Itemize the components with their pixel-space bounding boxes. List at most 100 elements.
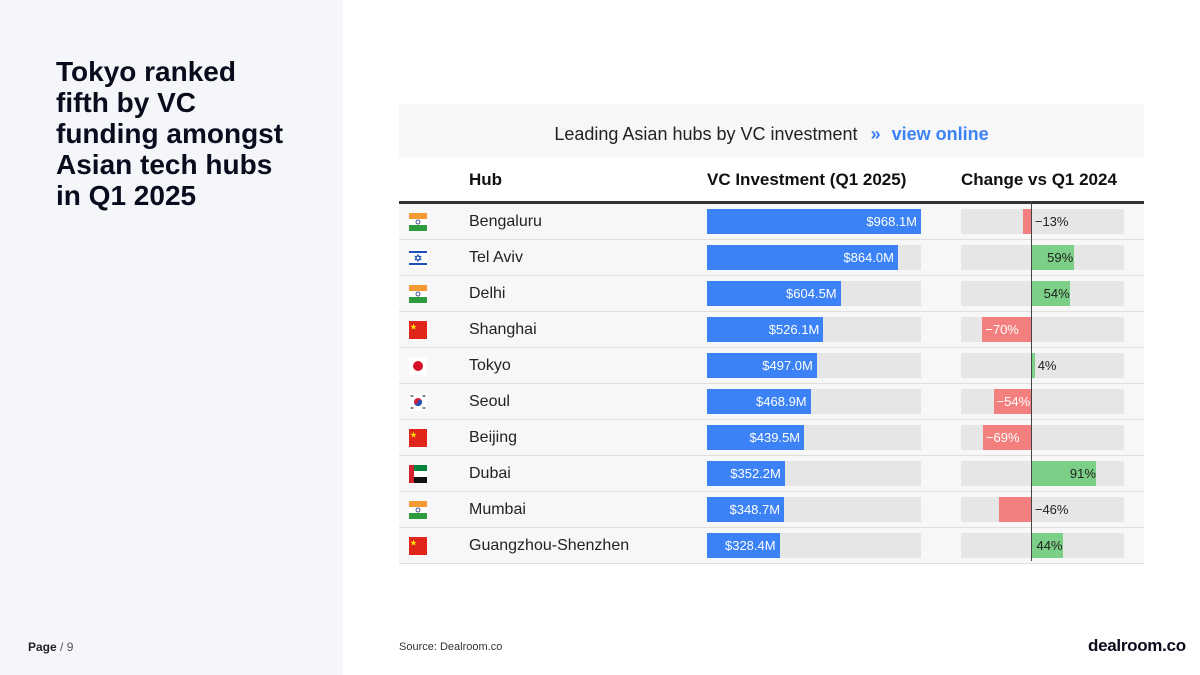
investment-bar: $468.9M: [707, 389, 811, 414]
change-track: −13%: [961, 209, 1124, 234]
dealroom-logo: dealroom.co: [1088, 636, 1186, 655]
table-row: Delhi $604.5M 54%: [399, 276, 1144, 312]
india-flag-icon: [409, 285, 427, 303]
chart-title-row: Leading Asian hubs by VC investment » vi…: [399, 124, 1144, 145]
table-header: Hub VC Investment (Q1 2025) Change vs Q1…: [399, 157, 1144, 204]
investment-label: $968.1M: [866, 214, 917, 229]
column-header-hub: Hub: [469, 170, 503, 189]
hub-name: Tel Aviv: [469, 249, 523, 266]
change-label: 91%: [1069, 466, 1096, 481]
table-row: Tel Aviv $864.0M 59%: [399, 240, 1144, 276]
china-flag-icon: [409, 321, 427, 339]
india-flag-icon: [409, 213, 427, 231]
table-row: Beijing $439.5M −69%: [399, 420, 1144, 456]
change-track: −70%: [961, 317, 1124, 342]
investment-bar: $348.7M: [707, 497, 785, 522]
investment-track: $348.7M: [707, 497, 921, 522]
source-note: Source: Dealroom.co: [399, 641, 503, 653]
table-row: Dubai $352.2M 91%: [399, 456, 1144, 492]
investment-track: $352.2M: [707, 461, 921, 486]
change-track: 91%: [961, 461, 1124, 486]
investment-track: $968.1M: [707, 209, 921, 234]
investment-track: $468.9M: [707, 389, 921, 414]
investment-track: $328.4M: [707, 533, 921, 558]
change-bar: [1031, 281, 1071, 306]
investment-label: $348.7M: [729, 502, 781, 517]
change-label: −70%: [985, 322, 1019, 337]
table-row: Mumbai $348.7M −46%: [399, 492, 1144, 528]
change-track: −54%: [961, 389, 1124, 414]
chart-title: Leading Asian hubs by VC investment: [554, 124, 858, 144]
israel-flag-icon: [409, 249, 427, 267]
change-label: −69%: [985, 430, 1020, 445]
chevron-icon: »: [870, 124, 881, 144]
change-label: 54%: [1043, 286, 1070, 301]
investment-track: $604.5M: [707, 281, 921, 306]
change-bar: [982, 317, 1032, 342]
investment-label: $526.1M: [768, 322, 820, 337]
investment-track: $526.1M: [707, 317, 921, 342]
hub-name: Mumbai: [469, 501, 526, 518]
change-bar: [1031, 533, 1064, 558]
investment-label: $604.5M: [786, 286, 837, 301]
change-label: 44%: [1036, 538, 1063, 553]
change-label: −13%: [1034, 214, 1069, 229]
japan-flag-icon: [409, 357, 427, 375]
investment-label: $468.9M: [756, 394, 807, 409]
chart-card: Leading Asian hubs by VC investment » vi…: [399, 104, 1144, 564]
south-korea-flag-icon: [409, 393, 427, 411]
column-header-investment: VC Investment (Q1 2025): [707, 170, 907, 189]
table-row: Bengaluru $968.1M −13%: [399, 204, 1144, 240]
page-headline: Tokyo ranked fifth by VC funding amongst…: [56, 56, 284, 211]
china-flag-icon: [409, 537, 427, 555]
change-track: 4%: [961, 353, 1124, 378]
change-track: 59%: [961, 245, 1124, 270]
change-track: 44%: [961, 533, 1124, 558]
investment-label: $328.4M: [724, 538, 776, 553]
investment-label: $352.2M: [730, 466, 781, 481]
table-row: Shanghai $526.1M −70%: [399, 312, 1144, 348]
hub-name: Beijing: [469, 429, 518, 446]
change-label: 59%: [1047, 250, 1074, 265]
investment-bar: $352.2M: [707, 461, 785, 486]
table-row: Tokyo $497.0M 4%: [399, 348, 1144, 384]
investment-bar: $968.1M: [707, 209, 921, 234]
change-label: 4%: [1037, 358, 1057, 373]
change-bar: [982, 425, 1032, 450]
change-track: −46%: [961, 497, 1124, 522]
change-bar: [1031, 461, 1097, 486]
page-separator: /: [60, 640, 64, 654]
change-zero-line: [1031, 201, 1032, 561]
left-panel: Tokyo ranked fifth by VC funding amongst…: [0, 0, 343, 675]
change-bar: [1022, 209, 1032, 234]
investment-label: $497.0M: [762, 358, 813, 373]
change-bar: [1031, 245, 1074, 270]
investment-bar: $864.0M: [707, 245, 898, 270]
investment-bar: $439.5M: [707, 425, 805, 450]
change-bar: [999, 497, 1032, 522]
hub-name: Bengaluru: [469, 213, 542, 230]
hub-name: Shanghai: [469, 321, 537, 338]
hub-name: Delhi: [469, 285, 506, 302]
page-number: Page / 9: [28, 640, 73, 654]
investment-track: $439.5M: [707, 425, 921, 450]
investment-track: $497.0M: [707, 353, 921, 378]
column-header-change: Change vs Q1 2024: [961, 170, 1117, 189]
hub-name: Dubai: [469, 465, 511, 482]
investment-bar: $526.1M: [707, 317, 824, 342]
investment-track: $864.0M: [707, 245, 921, 270]
table-row: Seoul $468.9M −54%: [399, 384, 1144, 420]
investment-bar: $604.5M: [707, 281, 841, 306]
change-track: −69%: [961, 425, 1124, 450]
investment-bar: $328.4M: [707, 533, 780, 558]
change-bar: [1031, 353, 1035, 378]
change-track: 54%: [961, 281, 1124, 306]
investment-bar: $497.0M: [707, 353, 817, 378]
view-online-link[interactable]: view online: [891, 124, 989, 144]
investment-label: $439.5M: [749, 430, 801, 445]
hub-name: Guangzhou-Shenzhen: [469, 537, 630, 554]
page-label: Page: [28, 640, 57, 654]
uae-flag-icon: [409, 465, 427, 483]
change-label: −54%: [996, 394, 1031, 409]
investment-label: $864.0M: [843, 250, 894, 265]
